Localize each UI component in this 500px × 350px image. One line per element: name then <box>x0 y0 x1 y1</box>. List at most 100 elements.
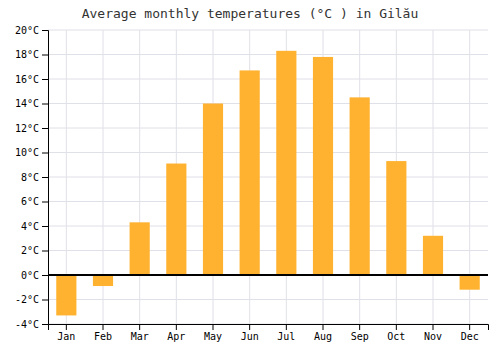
tick: 0°C <box>21 270 48 281</box>
tick-mark <box>286 324 287 330</box>
tick-label: -2°C <box>15 294 39 305</box>
tick-label: -4°C <box>15 319 39 330</box>
tick-label: 10°C <box>15 147 39 158</box>
grid-line <box>48 79 488 80</box>
tick-mark <box>103 324 104 330</box>
tick-mark <box>139 324 140 330</box>
tick-mark <box>323 324 324 330</box>
bar <box>423 236 443 275</box>
tick-mark <box>42 324 48 325</box>
grid-line <box>48 54 488 55</box>
tick: 14°C <box>15 98 48 109</box>
bar <box>93 275 113 286</box>
tick-mark <box>176 324 177 330</box>
tick-label: Aug <box>314 331 332 342</box>
tick-label: 0°C <box>21 270 39 281</box>
tick: Oct <box>387 324 405 342</box>
chart: Average monthly temperatures (°C ) in Gi… <box>0 0 500 350</box>
tick: Aug <box>314 324 332 342</box>
tick: 20°C <box>15 25 48 36</box>
tick-label: Jan <box>57 331 75 342</box>
tick-mark <box>42 251 48 252</box>
tick: 4°C <box>21 221 48 232</box>
axis-line <box>42 31 49 325</box>
tick-mark <box>42 226 48 227</box>
bars <box>48 51 488 316</box>
tick-label: Oct <box>387 331 405 342</box>
bar <box>166 164 186 275</box>
grid-line <box>48 30 488 31</box>
bar <box>460 275 480 290</box>
tick-mark <box>396 324 397 330</box>
tick: 16°C <box>15 74 48 85</box>
tick-label: 12°C <box>15 123 39 134</box>
tick-label: Dec <box>461 331 479 342</box>
tick-label: 6°C <box>21 196 39 207</box>
tick: Sep <box>351 324 369 342</box>
grid-line <box>433 30 434 324</box>
grid-line <box>48 226 488 227</box>
grid-line <box>48 250 488 251</box>
tick-label: 4°C <box>21 221 39 232</box>
tick: -4°C <box>15 319 48 330</box>
tick-label: Jun <box>241 331 259 342</box>
bar <box>276 51 296 275</box>
tick-mark <box>42 55 48 56</box>
tick-mark <box>42 30 48 31</box>
grid-line <box>48 177 488 178</box>
axis-line <box>49 325 489 331</box>
tick: 6°C <box>21 196 48 207</box>
plot: -4°C-2°C0°C2°C4°C6°C8°C10°C12°C14°C16°C1… <box>15 25 489 342</box>
tick-mark <box>42 275 48 276</box>
tick-mark <box>42 202 48 203</box>
bar <box>130 222 150 275</box>
grid-line <box>48 152 488 153</box>
zero-line <box>48 274 488 276</box>
tick: Mar <box>131 324 149 342</box>
tick: 2°C <box>21 245 48 256</box>
tick-mark <box>42 128 48 129</box>
tick-label: Feb <box>94 331 112 342</box>
tick-mark <box>42 104 48 105</box>
grid <box>48 30 488 324</box>
tick-mark <box>249 324 250 330</box>
bar <box>56 275 76 315</box>
tick-label: 2°C <box>21 245 39 256</box>
tick-label: Nov <box>424 331 442 342</box>
tick-label: Mar <box>131 331 149 342</box>
tick: Nov <box>424 324 442 342</box>
tick: Jun <box>241 324 259 342</box>
tick-label: Jul <box>277 331 295 342</box>
tick: 18°C <box>15 49 48 60</box>
tick: Jul <box>277 324 295 342</box>
tick: -2°C <box>15 294 48 305</box>
tick-mark <box>42 177 48 178</box>
bar <box>240 70 260 275</box>
tick-label: May <box>204 331 222 342</box>
tick: 12°C <box>15 123 48 134</box>
tick: Feb <box>94 324 112 342</box>
tick-label: 20°C <box>15 25 39 36</box>
tick: 10°C <box>15 147 48 158</box>
grid-line <box>48 201 488 202</box>
tick-label: 16°C <box>15 74 39 85</box>
tick-mark <box>42 300 48 301</box>
tick-mark <box>66 324 67 330</box>
tick: Apr <box>167 324 185 342</box>
tick-mark <box>359 324 360 330</box>
title: Average monthly temperatures (°C ) in Gi… <box>82 6 419 21</box>
tick-label: Sep <box>351 331 369 342</box>
grid-line <box>48 275 488 276</box>
tick-mark <box>42 79 48 80</box>
tick-mark <box>469 324 470 330</box>
tick: Dec <box>461 324 479 342</box>
bar <box>350 97 370 275</box>
grid-line <box>48 103 488 104</box>
tick-label: Apr <box>167 331 185 342</box>
tick-mark <box>213 324 214 330</box>
tick: May <box>204 324 222 342</box>
tick: Jan <box>57 324 75 342</box>
x-axis: Jan Feb Mar Apr May Jun Jul Aug Sep Oct Nov Dec <box>49 324 489 342</box>
tick-label: 18°C <box>15 49 39 60</box>
tick-label: 14°C <box>15 98 39 109</box>
